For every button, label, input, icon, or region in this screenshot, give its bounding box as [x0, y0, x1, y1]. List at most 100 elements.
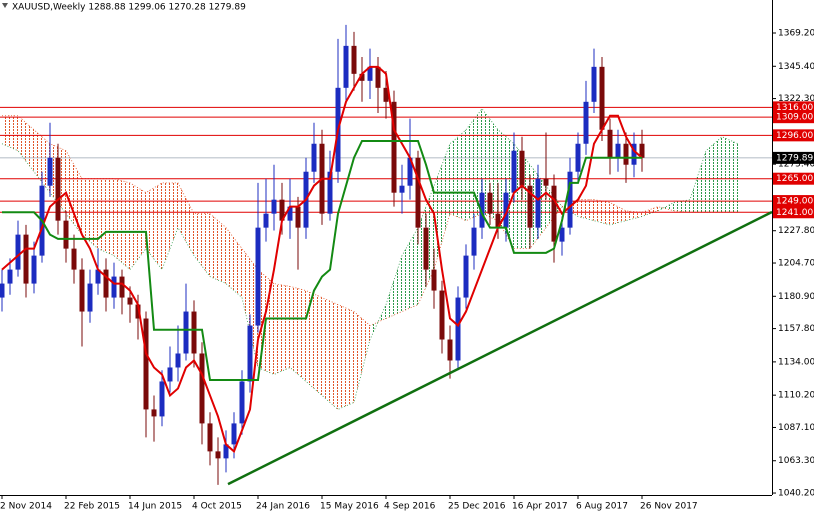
- cloud-segment: [450, 129, 466, 221]
- candle-body: [599, 66, 605, 130]
- x-tick-label: 25 Dec 2016: [448, 502, 506, 512]
- level-label-box: [773, 101, 814, 114]
- indicator-line: [2, 139, 642, 382]
- candle-body: [7, 269, 13, 284]
- candle-body: [119, 276, 125, 298]
- candle-body: [455, 297, 461, 361]
- level-label: 1241.00: [776, 208, 813, 218]
- cloud-segment: [274, 283, 290, 375]
- cloud-segment: [146, 182, 162, 270]
- cloud-segment: [226, 227, 242, 298]
- cloud-segment: [98, 178, 114, 256]
- cloud-segment: [402, 227, 418, 312]
- candle-body: [279, 199, 285, 221]
- candle-body: [191, 311, 197, 354]
- candle-body: [79, 269, 85, 312]
- candle-body: [183, 311, 189, 354]
- candle-body: [327, 171, 333, 214]
- x-tick-label: 26 Nov 2017: [640, 502, 698, 512]
- y-tick-label: 1345.40: [778, 62, 814, 72]
- x-tick-label: 4 Sep 2016: [384, 502, 436, 512]
- x-tick-label: 24 Jan 2016: [256, 502, 310, 512]
- x-tick-label: 15 May 2016: [320, 502, 379, 512]
- candle-body: [295, 206, 301, 228]
- level-label-box: [773, 129, 814, 142]
- candle-body: [231, 423, 237, 445]
- candle-body: [63, 220, 69, 249]
- level-label-box: [773, 206, 814, 219]
- candle-body: [415, 157, 421, 228]
- candle-body: [623, 143, 629, 165]
- candle-body: [343, 45, 349, 88]
- candle-body: [583, 101, 589, 144]
- last-price-label: 1279.89: [776, 153, 813, 163]
- candle-body: [519, 150, 525, 186]
- level-label: 1309.00: [776, 113, 813, 123]
- x-tick-label: 2 Nov 2014: [0, 502, 52, 512]
- candle-body: [447, 339, 453, 361]
- candle-body: [639, 143, 645, 158]
- candle-body: [215, 451, 221, 459]
- candle-body: [591, 66, 597, 102]
- candle-body: [423, 227, 429, 270]
- candle-body: [383, 87, 389, 102]
- candle-body: [511, 150, 517, 193]
- menu-icon[interactable]: [2, 3, 8, 8]
- trend-line: [227, 210, 773, 486]
- x-tick-label: 4 Oct 2015: [192, 502, 242, 512]
- candle-body: [551, 185, 557, 242]
- cloud-segment: [338, 304, 354, 410]
- candle-body: [55, 157, 61, 221]
- candle-body: [247, 325, 253, 382]
- candle-body: [543, 178, 549, 186]
- cloud-segment: [578, 199, 594, 221]
- y-tick-label: 1040.20: [778, 489, 814, 499]
- candle-body: [271, 199, 277, 214]
- y-tick-label: 1369.20: [778, 29, 814, 39]
- x-tick-label: 22 Feb 2015: [64, 502, 120, 512]
- candle-body: [407, 157, 413, 186]
- candle-body: [87, 283, 93, 312]
- level-label: 1265.00: [776, 174, 813, 184]
- cloud-edge: [1, 108, 739, 410]
- cloud-segment: [610, 202, 626, 225]
- level-label-box: [773, 111, 814, 124]
- candle-body: [207, 423, 213, 452]
- cloud-segment: [322, 297, 338, 410]
- candle-body: [559, 227, 565, 242]
- cloud-segment: [354, 311, 370, 403]
- candle-body: [47, 157, 53, 186]
- candle-body: [159, 381, 165, 417]
- cloud-segment: [162, 182, 178, 270]
- level-label-box: [773, 172, 814, 185]
- candle-body: [495, 213, 501, 228]
- candle-body: [575, 143, 581, 172]
- cloud-segment: [194, 213, 210, 277]
- cloud-segment: [706, 136, 722, 213]
- cloud-segment: [114, 178, 130, 270]
- cloud-segment: [674, 199, 690, 213]
- y-tick-label: 1087.10: [778, 423, 814, 433]
- candle-body: [263, 213, 269, 228]
- candle-body: [479, 192, 485, 228]
- y-tick-label: 1204.70: [778, 259, 814, 269]
- level-label: 1249.00: [776, 197, 813, 207]
- candle-body: [23, 234, 29, 284]
- indicator-line: [1, 65, 643, 454]
- cloud-segment: [290, 286, 306, 382]
- level-label-box: [773, 195, 814, 208]
- cloud-segment: [722, 136, 738, 213]
- candle-body: [399, 185, 405, 193]
- candle-body: [71, 248, 77, 270]
- cloud-segment: [306, 290, 322, 396]
- cloud-segment: [130, 182, 146, 270]
- cloud-segment: [242, 248, 258, 368]
- candle-body: [151, 409, 157, 417]
- cloud-segment: [66, 150, 82, 235]
- cloud-segment: [482, 108, 498, 221]
- candle-body: [15, 234, 21, 270]
- candle-body: [391, 101, 397, 193]
- candle-body: [607, 129, 613, 158]
- cloud-segment: [2, 115, 18, 151]
